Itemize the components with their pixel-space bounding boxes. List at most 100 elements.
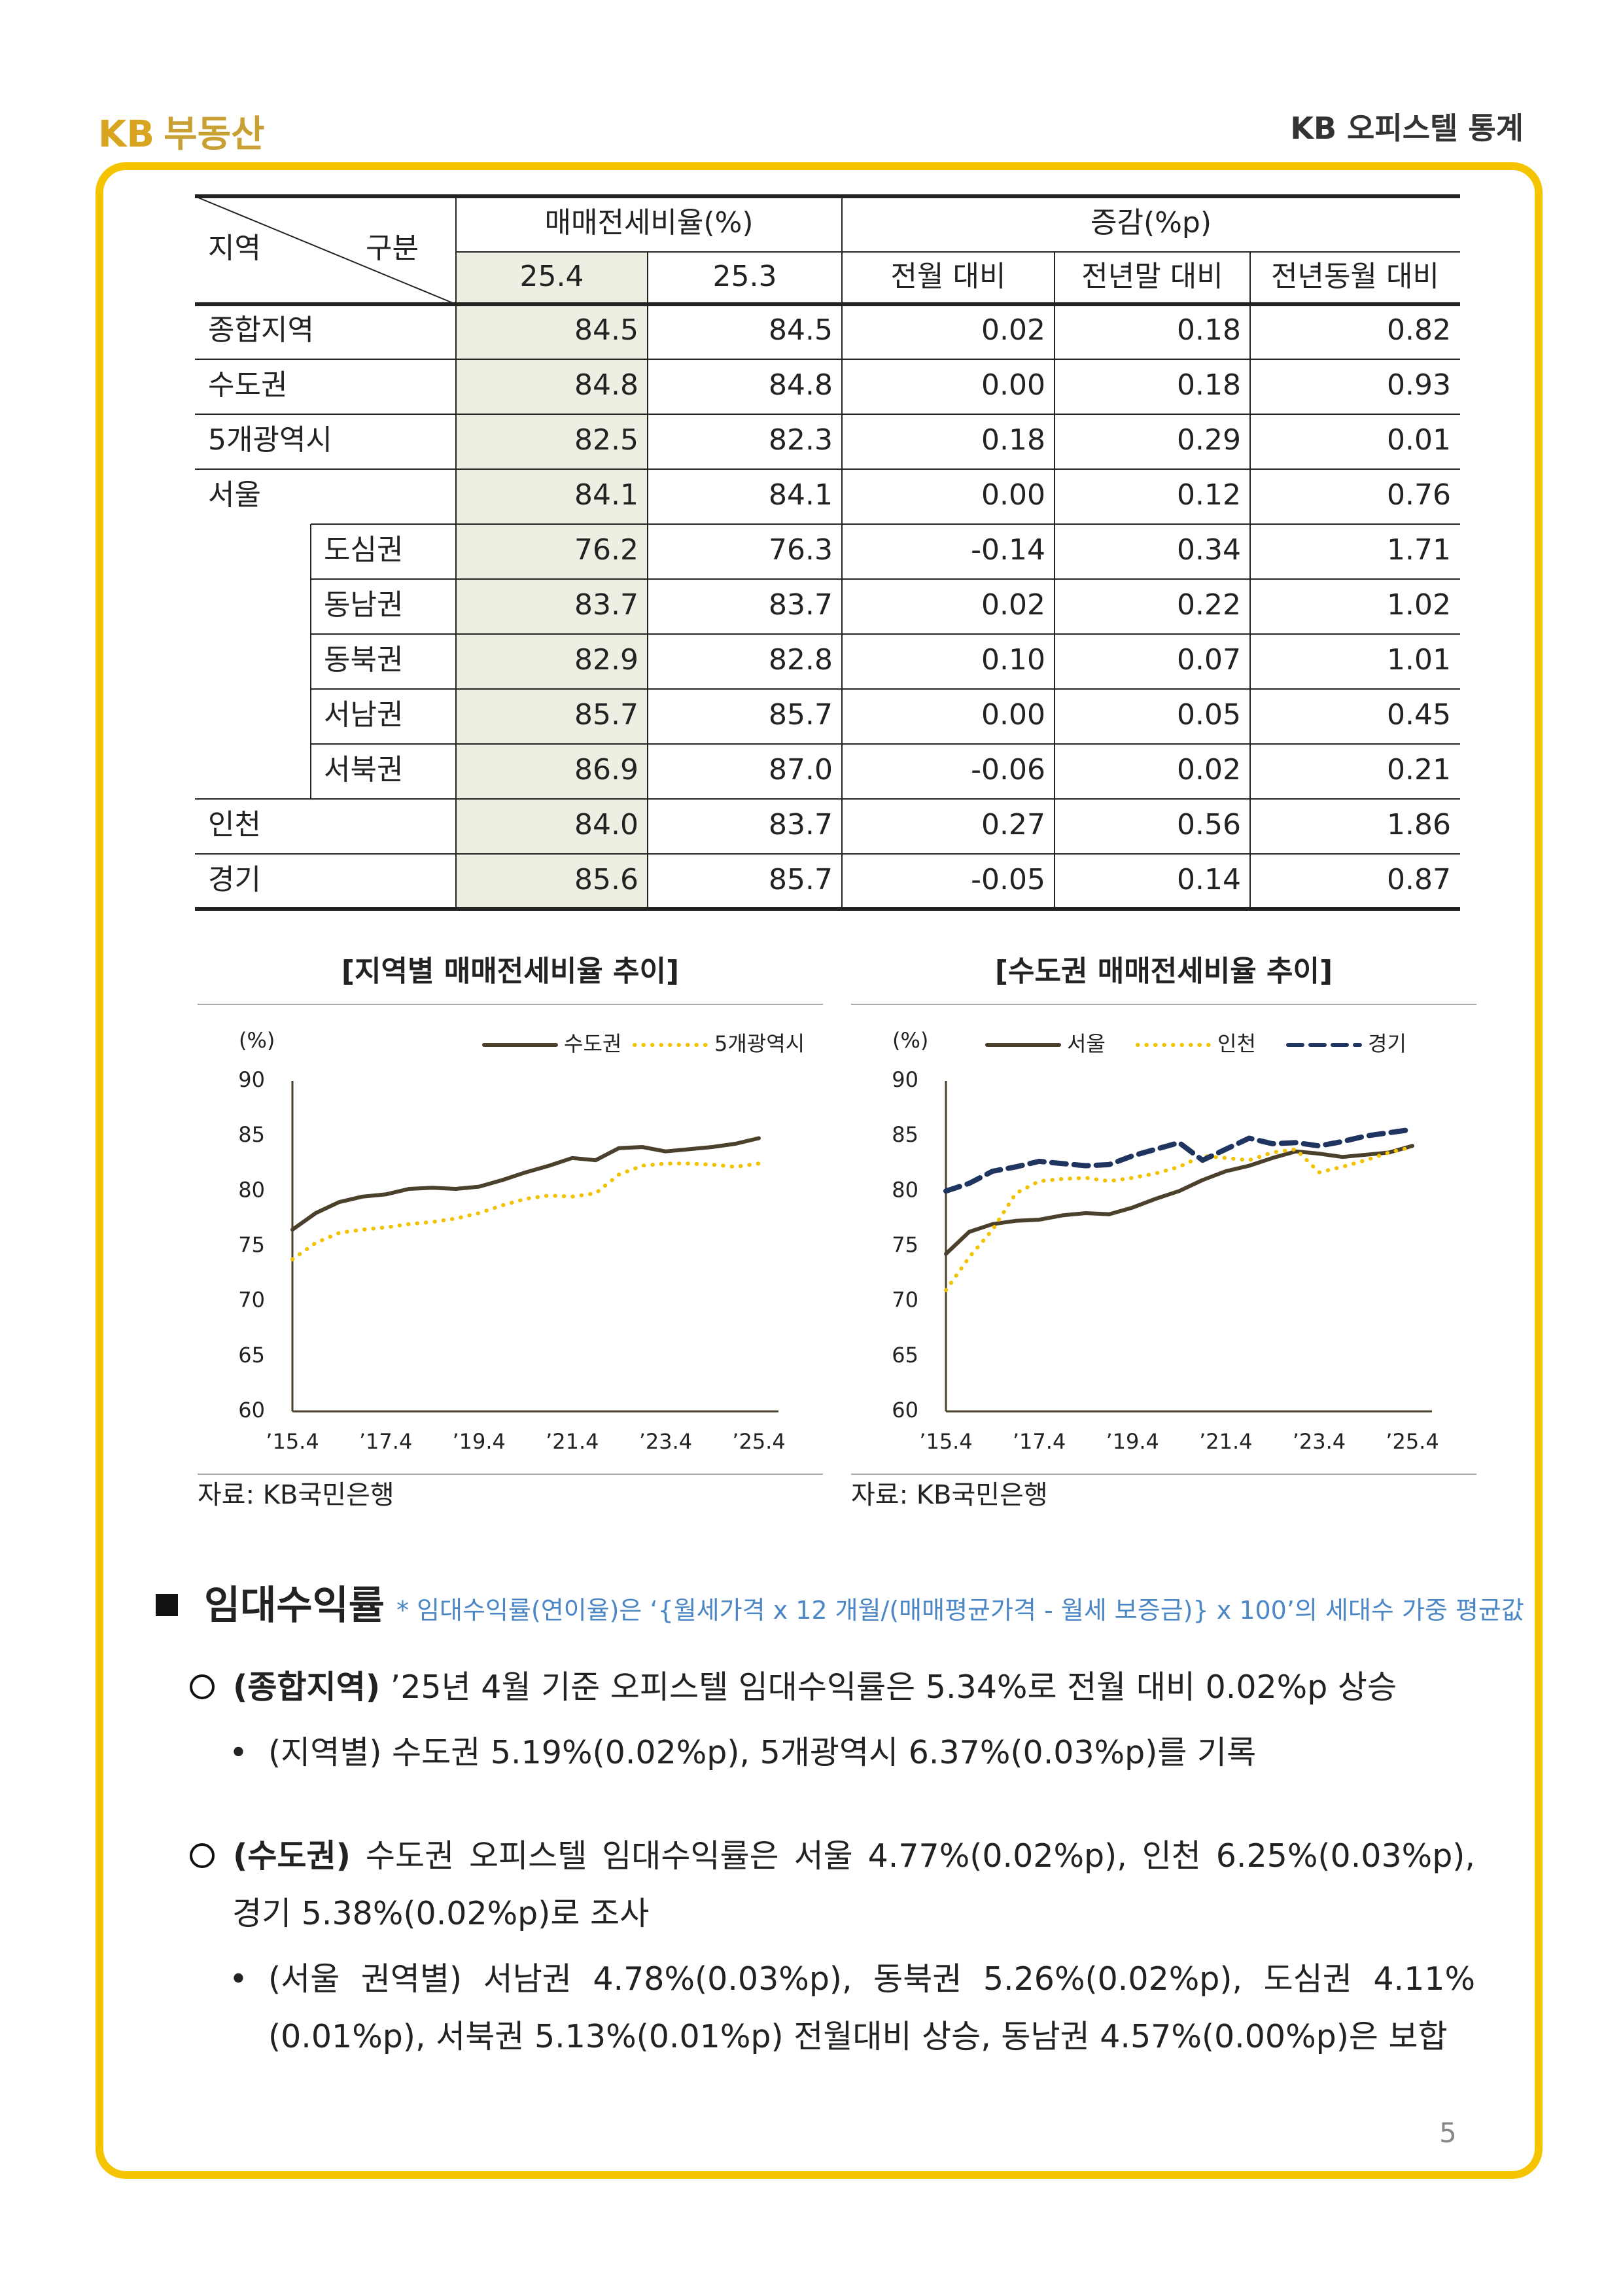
x-tick-label: ’21.4 (1199, 1429, 1252, 1454)
region-name: 종합지역 (208, 313, 314, 347)
source: 자료: KB국민은행 (851, 1480, 1048, 1510)
table-cell: 0.02 (981, 588, 1045, 622)
section-heading: 임대수익률 * 임대수익률(연이율)은 ‘{월세가격 x 12 개월/(매매평균가… (156, 1574, 1524, 1631)
table-cell: 0.12 (1177, 478, 1241, 512)
region-name: 서울 (208, 478, 261, 512)
table-cell: 1.86 (1387, 808, 1451, 841)
summary-item: (종합지역) ’25년 4월 기준 오피스텔 임대수익률은 5.34%로 전월 … (190, 1659, 1475, 1716)
table-cell: 1.02 (1387, 588, 1451, 622)
region-name: 인천 (208, 808, 261, 841)
legend-label: 수도권 (564, 1031, 621, 1056)
y-tick-label: 70 (892, 1288, 918, 1313)
y-tick-label: 80 (238, 1177, 265, 1202)
series-line (290, 1136, 761, 1232)
bullet-item: (지역별) 수도권 5.19%(0.02%p), 5개광역시 6.37%(0.0… (229, 1724, 1475, 1782)
table-cell: 1.01 (1387, 643, 1451, 677)
x-tick-label: ’17.4 (1013, 1429, 1066, 1454)
table-cell: 0.34 (1177, 533, 1241, 567)
table-cell: 87.0 (769, 753, 833, 786)
table-cell: 82.5 (574, 423, 638, 457)
y-axis-label: (%) (239, 1028, 275, 1053)
page-frame (96, 162, 1543, 2179)
table-cell: 0.29 (1177, 423, 1241, 457)
table-cell: 84.5 (769, 313, 833, 347)
bullet-item: (서울 권역별) 서남권 4.78%(0.03%p), 동북권 5.26%(0.… (229, 1951, 1475, 2066)
legend-label: 5개광역시 (714, 1031, 805, 1056)
table-cell: 0.27 (981, 808, 1045, 841)
table-cell: 84.8 (574, 368, 638, 402)
y-tick-label: 75 (892, 1233, 918, 1258)
table-cell: 0.18 (1177, 368, 1241, 402)
column-header: 전년동월 대비 (1271, 260, 1439, 293)
series-line (944, 1144, 1414, 1256)
table-cell: 82.8 (769, 643, 833, 677)
table-cell: 84.1 (574, 478, 638, 512)
region-name: 5개광역시 (208, 423, 332, 457)
item-text: ’25년 4월 기준 오피스텔 임대수익률은 5.34%로 전월 대비 0.02… (380, 1669, 1397, 1706)
y-tick-label: 60 (892, 1398, 918, 1422)
region-name: 수도권 (208, 368, 287, 402)
column-header: 25.3 (713, 260, 777, 293)
legend-label: 인천 (1217, 1031, 1256, 1056)
x-tick-label: ’19.4 (1106, 1429, 1159, 1454)
table-cell: 83.7 (769, 588, 833, 622)
x-tick-label: ’15.4 (266, 1429, 319, 1454)
table-cell: 76.3 (769, 533, 833, 567)
y-tick-label: 65 (238, 1343, 265, 1368)
table-cell: 0.07 (1177, 643, 1241, 677)
table-cell: 82.9 (574, 643, 638, 677)
table-cell: 84.1 (769, 478, 833, 512)
table-cell: 0.00 (981, 698, 1045, 732)
logo-text: 부동산 (164, 113, 265, 156)
table-cell: 0.18 (981, 423, 1045, 457)
table-cell: 85.6 (574, 863, 638, 896)
legend-label: 경기 (1368, 1031, 1406, 1056)
series-line (943, 1127, 1415, 1194)
x-tick-label: ’19.4 (452, 1429, 505, 1454)
table-cell: -0.14 (971, 533, 1045, 567)
table-cell: 1.71 (1387, 533, 1451, 567)
table-cell: 83.7 (574, 588, 638, 622)
x-tick-label: ’17.4 (359, 1429, 412, 1454)
y-tick-label: 80 (892, 1177, 918, 1202)
table-cell: 0.21 (1387, 753, 1451, 786)
y-tick-label: 85 (892, 1122, 918, 1147)
x-tick-label: ’25.4 (1386, 1429, 1439, 1454)
column-header: 전월 대비 (891, 260, 1006, 293)
chart-title: [지역별 매매전세비율 추이] (341, 955, 679, 988)
source: 자료: KB국민은행 (198, 1480, 394, 1510)
y-tick-label: 75 (238, 1233, 265, 1258)
table-cell: 84.5 (574, 313, 638, 347)
item-body: (수도권) 수도권 오피스텔 임대수익률은 서울 4.77%(0.02%p), … (190, 1828, 1475, 1943)
x-tick-label: ’15.4 (919, 1429, 972, 1454)
table-cell: 0.02 (981, 313, 1045, 347)
table-cell: 83.7 (769, 808, 833, 841)
region-name: 경기 (208, 863, 261, 896)
series-line (290, 1161, 761, 1262)
corner-diagonal (194, 196, 457, 305)
district-name: 서남권 (324, 698, 403, 732)
y-tick-label: 90 (892, 1067, 918, 1092)
group-header: 매매전세비율(%) (544, 206, 753, 239)
column-header: 전년말 대비 (1081, 260, 1223, 293)
legend-label: 서울 (1067, 1031, 1106, 1056)
table-cell: 85.7 (574, 698, 638, 732)
table-cell: 0.00 (981, 368, 1045, 402)
table-cell: 84.8 (769, 368, 833, 402)
table-cell: 0.87 (1387, 863, 1451, 896)
y-tick-label: 85 (238, 1122, 265, 1147)
table-cell: 85.7 (769, 863, 833, 896)
group-header: 증감(%p) (1091, 206, 1212, 239)
table-cell: 84.0 (574, 808, 638, 841)
y-tick-label: 70 (238, 1288, 265, 1313)
table-cell: 0.01 (1387, 423, 1451, 457)
y-axis-label: (%) (892, 1028, 928, 1053)
series-line (944, 1145, 1414, 1292)
table-cell: -0.05 (971, 863, 1045, 896)
table-cell: 76.2 (574, 533, 638, 567)
y-tick-label: 60 (238, 1398, 265, 1422)
item-text: 수도권 오피스텔 임대수익률은 서울 4.77%(0.02%p), 인천 6.2… (232, 1837, 1475, 1932)
table-cell: 0.93 (1387, 368, 1451, 402)
